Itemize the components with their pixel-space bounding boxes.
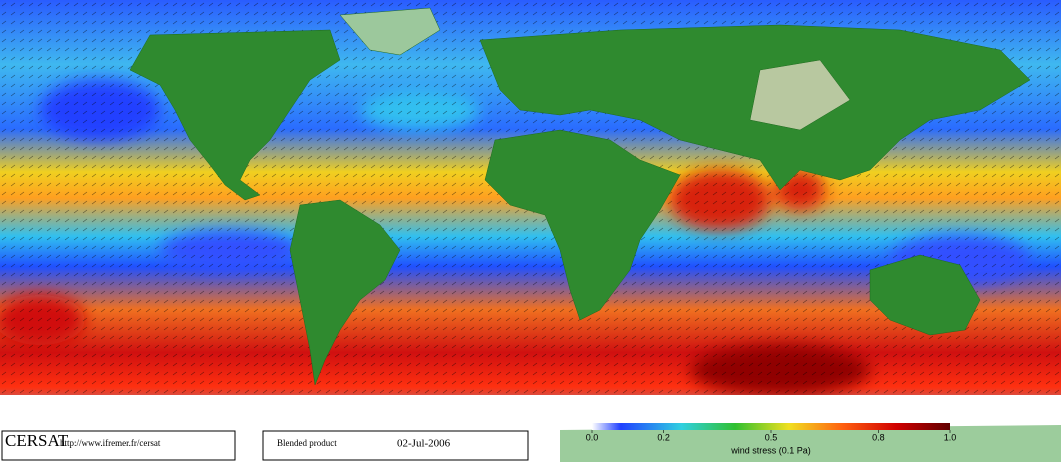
colorbar-tick-label: 0.8 bbox=[872, 432, 885, 442]
colorbar-tick-label: 0.0 bbox=[586, 432, 599, 442]
colorbar-tick-label: 0.5 bbox=[765, 432, 778, 442]
colorbar-tick-label: 0.2 bbox=[657, 432, 670, 442]
product: Blended product bbox=[277, 438, 337, 448]
antarctica-relief bbox=[560, 425, 1061, 462]
date: 02-Jul-2006 bbox=[397, 438, 451, 450]
colorbar-tick-label: 1.0 bbox=[944, 432, 957, 442]
logo: CERSAT bbox=[5, 431, 69, 450]
land bbox=[129, 7, 1031, 386]
colorbar-label: wind stress (0.1 Pa) bbox=[730, 445, 811, 455]
url: http://www.ifremer.fr/cersat bbox=[60, 438, 161, 448]
colorbar bbox=[592, 423, 950, 430]
product-box bbox=[262, 430, 529, 461]
logo-box bbox=[1, 430, 236, 461]
